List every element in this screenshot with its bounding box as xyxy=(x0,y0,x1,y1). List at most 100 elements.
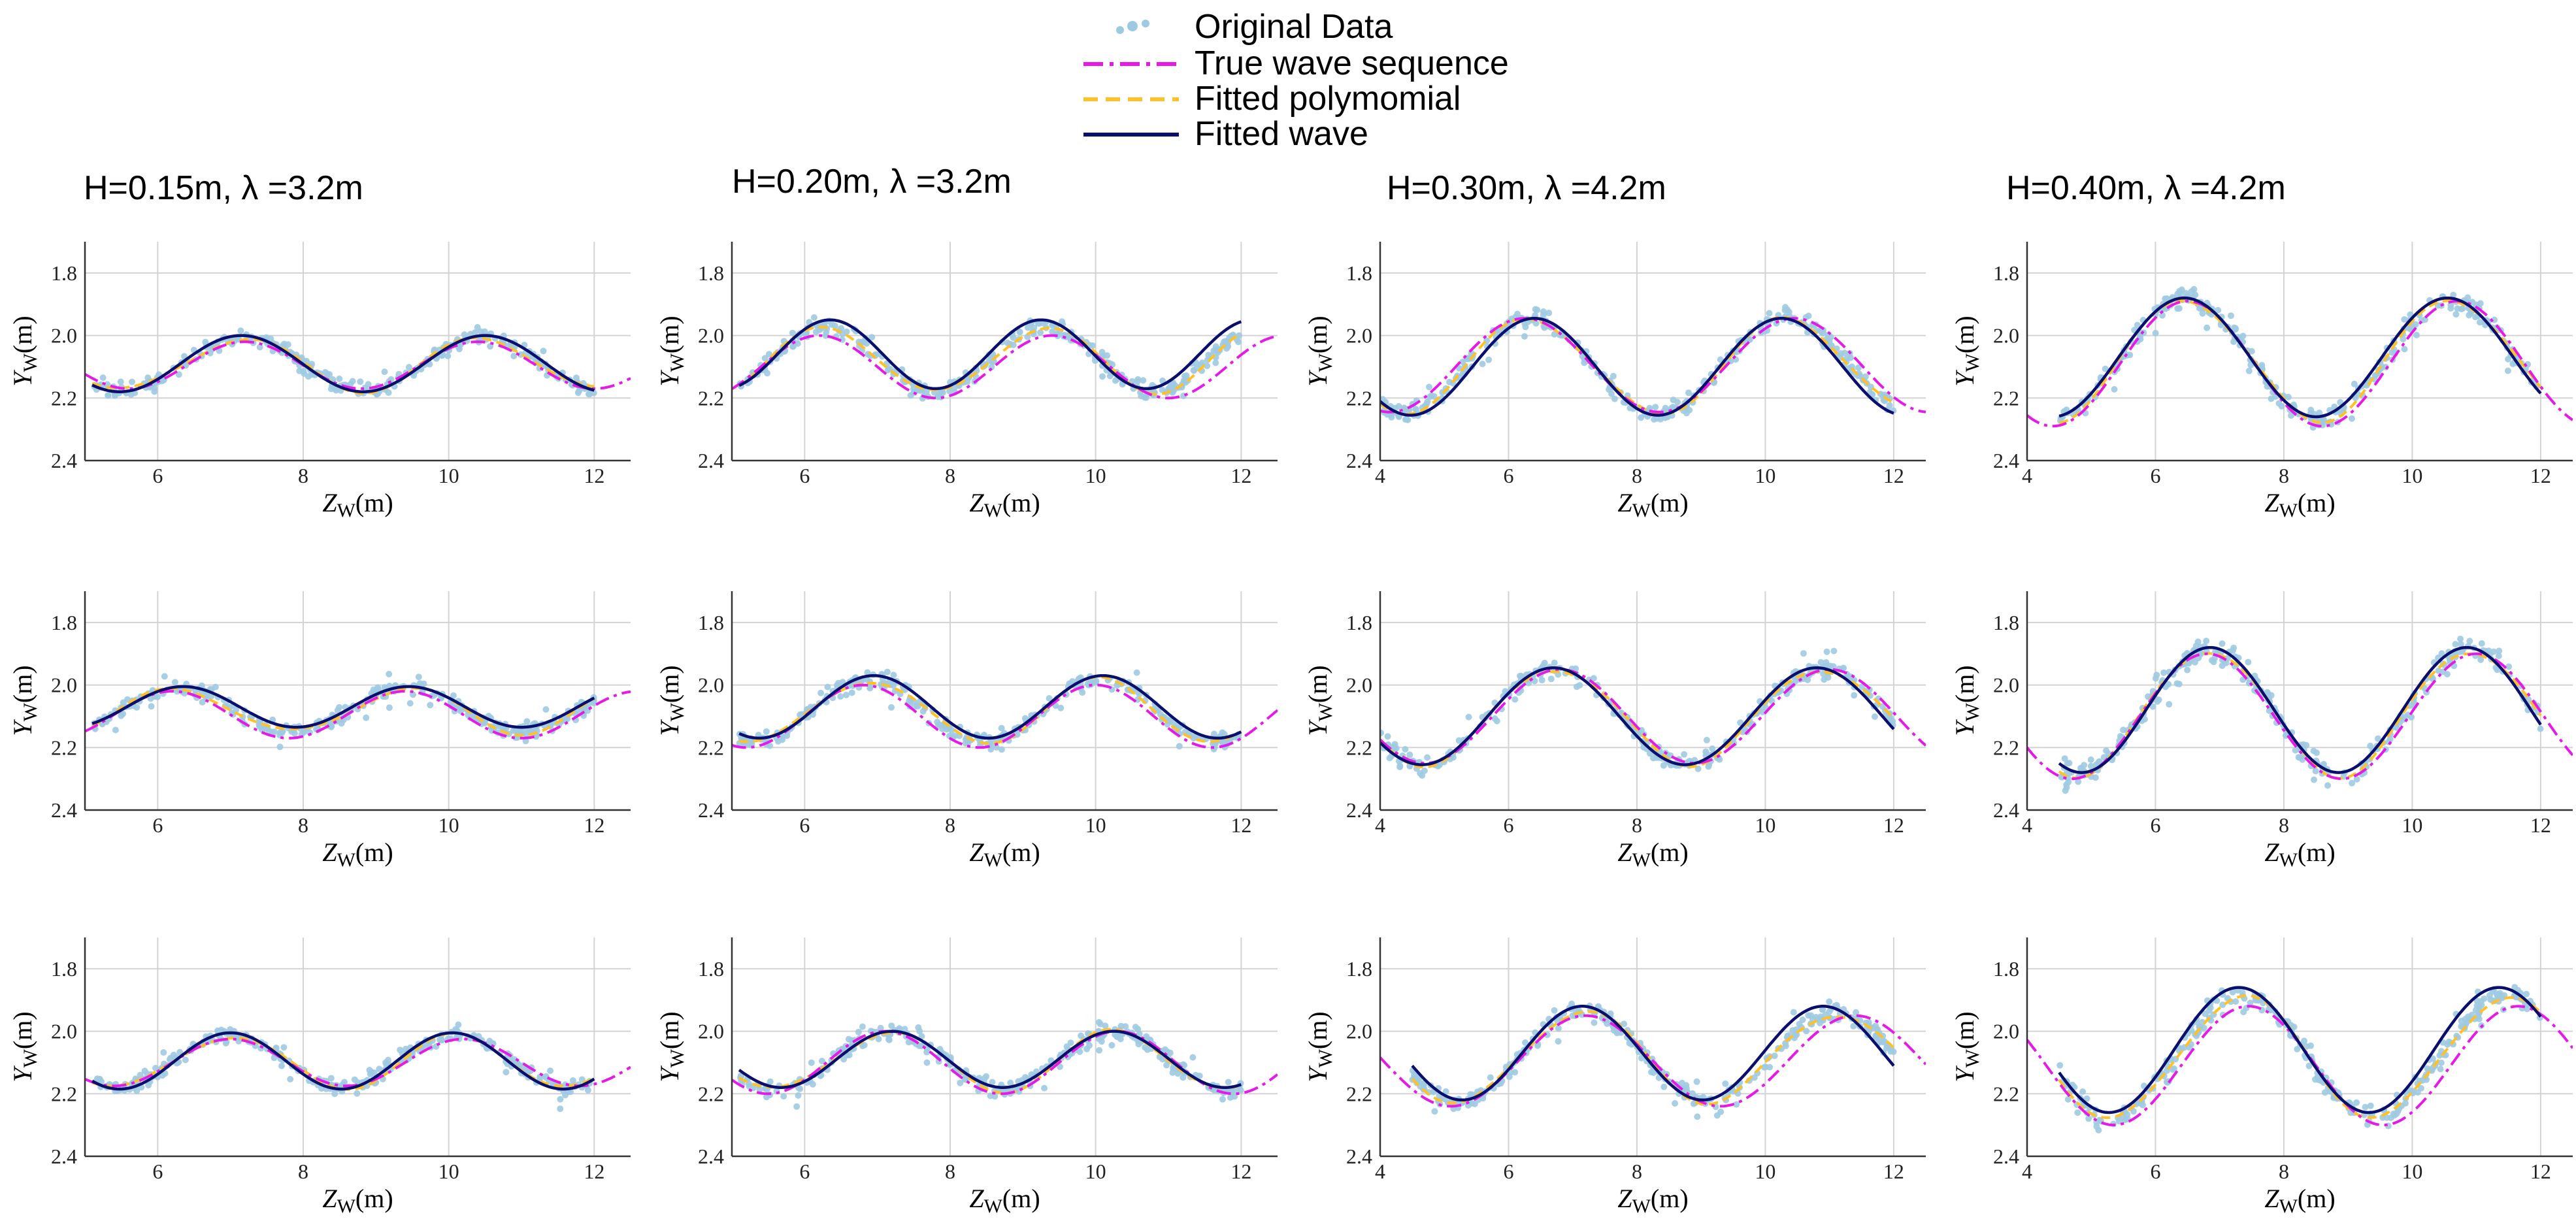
data-point xyxy=(962,740,969,747)
data-point xyxy=(1196,1072,1203,1079)
data-point xyxy=(2141,716,2148,723)
data-point xyxy=(444,352,452,359)
panel-grid-lines xyxy=(85,937,631,1157)
data-point xyxy=(336,375,343,382)
data-point xyxy=(2199,310,2206,317)
data-point xyxy=(2160,669,2168,676)
y-tick-label: 1.8 xyxy=(698,261,724,285)
data-point xyxy=(2102,365,2109,372)
column-titles: H=0.15m, λ =3.2m H=0.20m, λ =3.2m H=0.30… xyxy=(84,163,2286,207)
data-point xyxy=(2204,324,2211,331)
data-point xyxy=(2537,725,2544,732)
fitted-wave-line xyxy=(738,318,1242,391)
x-tick-label: 8 xyxy=(2279,1160,2289,1183)
data-point xyxy=(2268,395,2275,402)
data-point xyxy=(557,1096,564,1103)
data-point xyxy=(789,343,797,350)
y-tick-label: 1.8 xyxy=(1346,957,1372,981)
data-point xyxy=(2177,289,2183,297)
data-point xyxy=(280,1044,288,1051)
data-point xyxy=(420,680,427,687)
data-point xyxy=(265,728,272,734)
data-point xyxy=(2103,747,2110,755)
x-axis-label: ZW(m) xyxy=(969,488,1040,521)
data-point xyxy=(323,370,331,378)
data-point xyxy=(2085,1115,2092,1122)
data-point xyxy=(233,706,240,713)
data-point xyxy=(831,322,838,329)
data-point xyxy=(2401,346,2408,353)
x-tick-label: 10 xyxy=(438,464,459,487)
legend-label-true-wave: True wave sequence xyxy=(1195,44,1509,82)
x-tick-label: 10 xyxy=(2402,813,2422,837)
y-tick-label: 2.4 xyxy=(698,1145,724,1168)
data-point xyxy=(2245,367,2253,374)
data-point xyxy=(951,385,958,392)
data-point xyxy=(2228,312,2234,319)
data-point xyxy=(471,329,478,336)
y-axis-label: YW(m) xyxy=(8,665,41,736)
data-point xyxy=(888,1022,895,1030)
legend-entry-fitted-polynomial: Fitted polymomial xyxy=(1083,80,1461,118)
data-point xyxy=(1219,1096,1226,1103)
data-point xyxy=(1853,1009,1860,1016)
data-point xyxy=(1717,356,1724,363)
data-point xyxy=(2435,667,2442,674)
data-point xyxy=(1479,361,1486,368)
y-tick-label: 2.0 xyxy=(698,324,724,348)
y-tick-label: 2.2 xyxy=(51,1082,77,1105)
data-point xyxy=(438,352,446,359)
panel-r3-c4: 1.8 2.0 2.2 2.44 6 8 10 12 ZW(m) YW(m) xyxy=(1950,937,2573,1217)
data-point xyxy=(1517,672,1524,679)
data-point xyxy=(1414,1075,1421,1082)
legend: Original Data True wave sequence Fitted … xyxy=(1083,8,1509,153)
data-point xyxy=(2337,398,2344,406)
data-point xyxy=(2083,1095,2090,1102)
data-point xyxy=(2152,675,2159,682)
x-tick-label: 4 xyxy=(1375,464,1385,487)
data-point xyxy=(746,1081,752,1088)
data-point xyxy=(835,679,842,687)
data-point xyxy=(175,371,182,378)
data-point xyxy=(1085,681,1093,689)
data-point xyxy=(271,728,278,736)
data-point xyxy=(2496,647,2503,655)
data-point xyxy=(2074,1109,2081,1116)
data-point xyxy=(855,1028,862,1035)
data-point xyxy=(2353,1099,2360,1106)
data-point xyxy=(334,707,341,714)
data-point xyxy=(2476,319,2483,326)
data-point xyxy=(1395,414,1402,420)
data-point xyxy=(2061,755,2068,762)
x-axis-label: ZW(m) xyxy=(322,488,393,521)
data-point xyxy=(2184,666,2191,674)
x-tick-label: 12 xyxy=(1230,464,1251,487)
x-tick-label: 4 xyxy=(2022,1160,2032,1183)
data-point xyxy=(176,1048,184,1056)
data-point xyxy=(1790,1009,1797,1016)
data-point xyxy=(586,391,592,398)
data-point xyxy=(2466,312,2473,319)
data-point xyxy=(406,700,414,707)
data-point xyxy=(1862,373,1869,380)
data-point xyxy=(2207,1004,2214,1011)
x-axis-label: ZW(m) xyxy=(322,1184,393,1217)
data-point xyxy=(2219,662,2226,670)
fitted-polynomial-line xyxy=(2058,994,2542,1119)
data-point xyxy=(747,738,754,745)
x-tick-label: 8 xyxy=(298,464,308,487)
data-point xyxy=(1421,767,1428,774)
y-tick-label: 2.0 xyxy=(1346,674,1372,697)
data-point xyxy=(1057,704,1065,711)
data-point xyxy=(2166,701,2173,708)
data-point xyxy=(2248,348,2255,355)
x-tick-label: 6 xyxy=(152,813,163,837)
data-point xyxy=(376,1065,383,1073)
data-point xyxy=(2247,1000,2254,1007)
x-tick-label: 8 xyxy=(945,813,955,837)
data-point xyxy=(2316,410,2323,416)
fitted-polynomial-line xyxy=(91,687,595,737)
data-point xyxy=(1067,1039,1074,1047)
data-point xyxy=(763,728,770,735)
